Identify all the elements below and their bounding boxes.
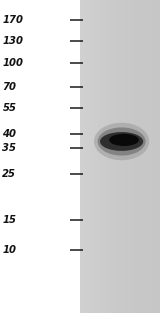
- Text: 130: 130: [2, 36, 23, 46]
- Text: 55: 55: [2, 103, 16, 113]
- Text: 15: 15: [2, 215, 16, 225]
- Text: 40: 40: [2, 129, 16, 139]
- Text: 25: 25: [2, 169, 16, 179]
- Ellipse shape: [98, 127, 146, 156]
- Text: 100: 100: [2, 58, 23, 68]
- Ellipse shape: [100, 132, 143, 151]
- Ellipse shape: [109, 134, 139, 146]
- Text: 35: 35: [2, 143, 16, 153]
- Ellipse shape: [94, 123, 149, 160]
- Text: 10: 10: [2, 245, 16, 255]
- Text: 70: 70: [2, 82, 16, 92]
- Text: 170: 170: [2, 15, 23, 25]
